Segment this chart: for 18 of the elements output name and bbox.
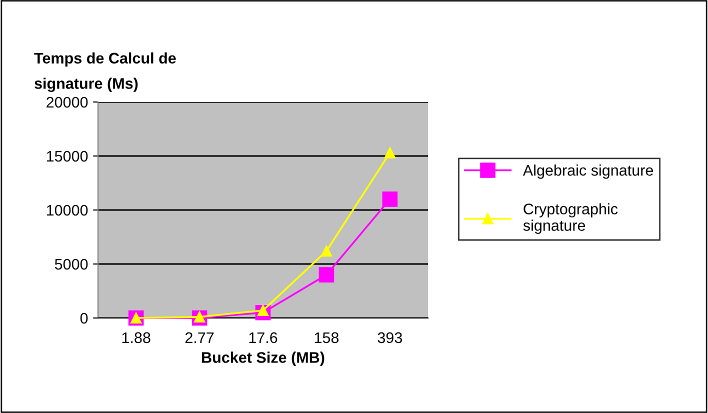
y-tick-label: 0 bbox=[80, 312, 88, 324]
x-tick-label: 17.6 bbox=[249, 332, 278, 344]
x-axis-title: Bucket Size (MB) bbox=[202, 352, 324, 366]
point bbox=[318, 267, 334, 282]
point bbox=[384, 147, 396, 158]
x-tick-label: 393 bbox=[378, 332, 402, 344]
chart-title: Temps de Calcul de signature (Ms) bbox=[34, 52, 176, 92]
legend-label: Cryptographic signature bbox=[523, 203, 618, 234]
x-tick-label: 158 bbox=[314, 332, 339, 344]
y-tick-label: 15000 bbox=[46, 150, 88, 162]
y-tick-label: 5000 bbox=[54, 258, 88, 270]
x-tick-label: 2.77 bbox=[185, 332, 214, 343]
y-tick-label: 10000 bbox=[46, 204, 88, 216]
point bbox=[320, 245, 332, 257]
legend-label: Algebraic signature bbox=[522, 164, 654, 179]
point bbox=[382, 192, 398, 207]
y-tick-label: 20000 bbox=[46, 96, 88, 108]
x-tick-label: 1.88 bbox=[122, 332, 150, 344]
